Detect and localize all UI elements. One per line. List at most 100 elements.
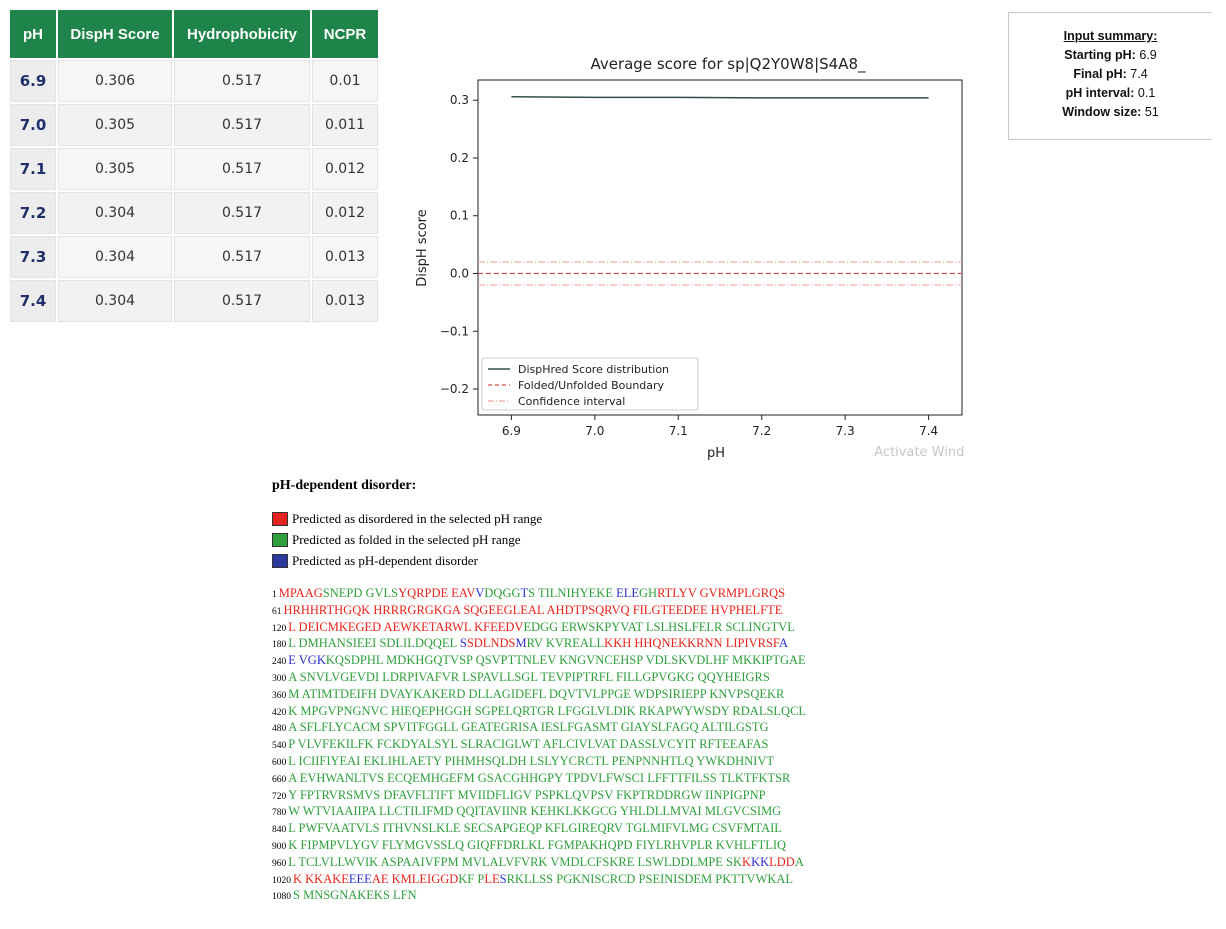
table-row: 6.9 0.306 0.517 0.01 <box>10 60 378 102</box>
sequence-segment: M ATIMTDEIFH DVAYKAKERD DLLAGIDEFL DQVTV… <box>288 686 785 701</box>
cell-ncpr: 0.013 <box>312 280 378 322</box>
table-row: 7.2 0.304 0.517 0.012 <box>10 192 378 234</box>
table-row: 7.4 0.304 0.517 0.013 <box>10 280 378 322</box>
sequence-segment: DQGG <box>484 586 521 600</box>
sequence-line: 780 W WTVIAAIIPA LLCTILIFMD QQITAVIINR KE… <box>272 803 806 820</box>
summary-ph-interval: pH interval: 0.1 <box>1009 84 1212 103</box>
header-ncpr: NCPR <box>312 10 378 58</box>
sequence-segment: LDD <box>769 854 795 869</box>
summary-label: Final pH: <box>1073 67 1127 81</box>
cell-disph-score: 0.304 <box>58 280 172 322</box>
ph-dependent-disorder-section: pH-dependent disorder: Predicted as diso… <box>272 478 806 904</box>
results-table: pH DispH Score Hydrophobicity NCPR 6.9 0… <box>8 8 380 324</box>
score-distribution-line <box>511 96 929 99</box>
summary-window-size: Window size: 51 <box>1009 103 1212 122</box>
sequence-segment: S TILNIHYEKE <box>528 586 617 600</box>
sequence-segment: T <box>520 586 529 600</box>
x-tick-label: 7.4 <box>919 424 938 438</box>
sequence-segment: RV KVREALL <box>526 636 605 651</box>
sequence-line: 540 P VLVFEKILFK FCKDYALSYL SLRACIGLWT AF… <box>272 736 806 753</box>
disph-score-chart: Average score for sp|Q2Y0W8|S4A8_ −0.2−0… <box>415 55 964 461</box>
cell-disph-score: 0.304 <box>58 192 172 234</box>
sequence-segment: S MNSGNAKEKS LFN <box>293 888 417 903</box>
cell-ncpr: 0.012 <box>312 192 378 234</box>
cell-hydrophobicity: 0.517 <box>174 280 310 322</box>
sequence-line: 1080 S MNSGNAKEKS LFN <box>272 887 806 904</box>
sequence-segment: A <box>794 854 804 869</box>
table-row: 7.1 0.305 0.517 0.012 <box>10 148 378 190</box>
cell-ph: 6.9 <box>10 60 56 102</box>
y-axis-label: DispH score <box>415 209 430 287</box>
sequence-segment: GH <box>639 586 658 600</box>
legend-label: Predicted as disordered in the selected … <box>292 510 543 526</box>
sequence-line: 120 L DEICMKEGED AEWKETARWL KFEEDVEDGG ER… <box>272 619 806 636</box>
disorder-title: pH-dependent disorder: <box>272 478 417 493</box>
sequence-position: 1020 <box>272 875 291 886</box>
sequence-position: 540 <box>272 741 287 752</box>
y-tick-label: 0.3 <box>450 93 469 107</box>
sequence-segment: M <box>515 636 527 651</box>
sequence-position: 420 <box>272 707 287 718</box>
table-row: 7.3 0.304 0.517 0.013 <box>10 236 378 278</box>
sequence-segment: HRHHRTHGQK HRRRGRGKGA SQGEEGLEAL AHDTPSQ… <box>283 602 783 617</box>
sequence-line: 720 Y FPTRVRSMVS DFAVFLTIFT MVIIDFLIGV PS… <box>272 787 806 804</box>
cell-hydrophobicity: 0.517 <box>174 104 310 146</box>
sequence-position: 480 <box>272 724 287 735</box>
sequence-position: 120 <box>272 623 287 634</box>
cell-ph: 7.3 <box>10 236 56 278</box>
legend-label-boundary: Folded/Unfolded Boundary <box>518 379 665 392</box>
sequence-position: 720 <box>272 791 287 802</box>
sequence-line: 420 K MPGVPNGNVC HIEQEPHGGH SGPELQRTGR LF… <box>272 703 806 720</box>
cell-ncpr: 0.013 <box>312 236 378 278</box>
table-row: 7.0 0.305 0.517 0.011 <box>10 104 378 146</box>
summary-label: Starting pH: <box>1064 48 1136 62</box>
sequence-segment: EDGG ERWSKPYVAT LSLHSLFELR SCLINGTVL <box>523 619 795 634</box>
x-tick-label: 7.3 <box>836 424 855 438</box>
summary-value: 0.1 <box>1137 86 1156 100</box>
x-axis-ticks: 6.9 7.0 7.1 7.2 7.3 7.4 <box>502 415 938 438</box>
sequence-segment: A <box>778 636 788 651</box>
sequence-line: 61 HRHHRTHGQK HRRRGRGKGA SQGEEGLEAL AHDTP… <box>272 602 806 619</box>
sequence-segment: AE KMLEIGGD <box>371 871 459 886</box>
sequence-position: 1080 <box>272 892 291 903</box>
sequence-line: 240 E VGKKQSDPHL MDKHGQTVSP QSVPTTNLEV KN… <box>272 652 806 669</box>
sequence-segment: A SFLFLYCACM SPVITFGGLL GEATEGRISA IESLF… <box>288 720 769 735</box>
cell-hydrophobicity: 0.517 <box>174 236 310 278</box>
sequence-position: 300 <box>272 673 287 684</box>
x-tick-label: 7.1 <box>669 424 688 438</box>
sequence-position: 840 <box>272 825 287 836</box>
cell-ph: 7.4 <box>10 280 56 322</box>
sequence-segment: S <box>459 636 467 651</box>
legend-swatch-green <box>272 532 288 547</box>
y-axis-ticks: −0.2 −0.1 0.0 0.1 0.2 0.3 <box>440 93 478 396</box>
sequence-segment: MPAAG <box>278 586 323 600</box>
sequence-segment: ELE <box>616 586 640 600</box>
sequence-position: 240 <box>272 657 287 668</box>
sequence-position: 780 <box>272 808 287 819</box>
sequence-line: 480 A SFLFLYCACM SPVITFGGLL GEATEGRISA IE… <box>272 719 806 736</box>
legend-label: Predicted as folded in the selected pH r… <box>292 531 521 547</box>
sequence-segment: YQRPDE EAV <box>398 586 476 600</box>
y-tick-label: −0.2 <box>440 382 469 396</box>
legend-box <box>481 357 699 411</box>
sequence-segment: KQSDPHL MDKHGQTVSP QSVPTTNLEV KNGVNCEHSP… <box>325 653 806 668</box>
sequence-segment: L DEICMKEGED AEWKETARWL KFEEDV <box>288 619 524 634</box>
legend-label-confidence: Confidence interval <box>518 395 625 408</box>
sequence-position: 600 <box>272 757 287 768</box>
cell-disph-score: 0.305 <box>58 148 172 190</box>
sequence-segment: KF P <box>458 871 485 886</box>
sequence-segment: P VLVFEKILFK FCKDYALSYL SLRACIGLWT AFLCI… <box>288 737 769 752</box>
sequence-segment: K FIPMPVLYGV FLYMGVSSLQ GIQFFDRLKL FGMPA… <box>288 837 787 852</box>
cell-disph-score: 0.305 <box>58 104 172 146</box>
header-hydrophobicity: Hydrophobicity <box>174 10 310 58</box>
summary-starting-ph: Starting pH: 6.9 <box>1009 46 1212 65</box>
sequence-segment: W WTVIAAIIPA LLCTILIFMD QQITAVIINR KEHKL… <box>288 804 782 819</box>
sequence-line: 960 L TCLVLLWVIK ASPAAIVFPM MVLALVFVRK VM… <box>272 854 806 871</box>
sequence-line: 600 L ICIIFIYEAI EKLIHLAETY PIHMHSQLDH LS… <box>272 753 806 770</box>
x-tick-label: 7.2 <box>752 424 771 438</box>
sequence-segment: K MPGVPNGNVC HIEQEPHGGH SGPELQRTGR LFGGL… <box>288 703 807 718</box>
chart-series <box>478 96 962 286</box>
sequence-line: 900 K FIPMPVLYGV FLYMGVSSLQ GIQFFDRLKL FG… <box>272 837 806 854</box>
sequence-segment: L ICIIFIYEAI EKLIHLAETY PIHMHSQLDH LSLYY… <box>288 753 774 768</box>
